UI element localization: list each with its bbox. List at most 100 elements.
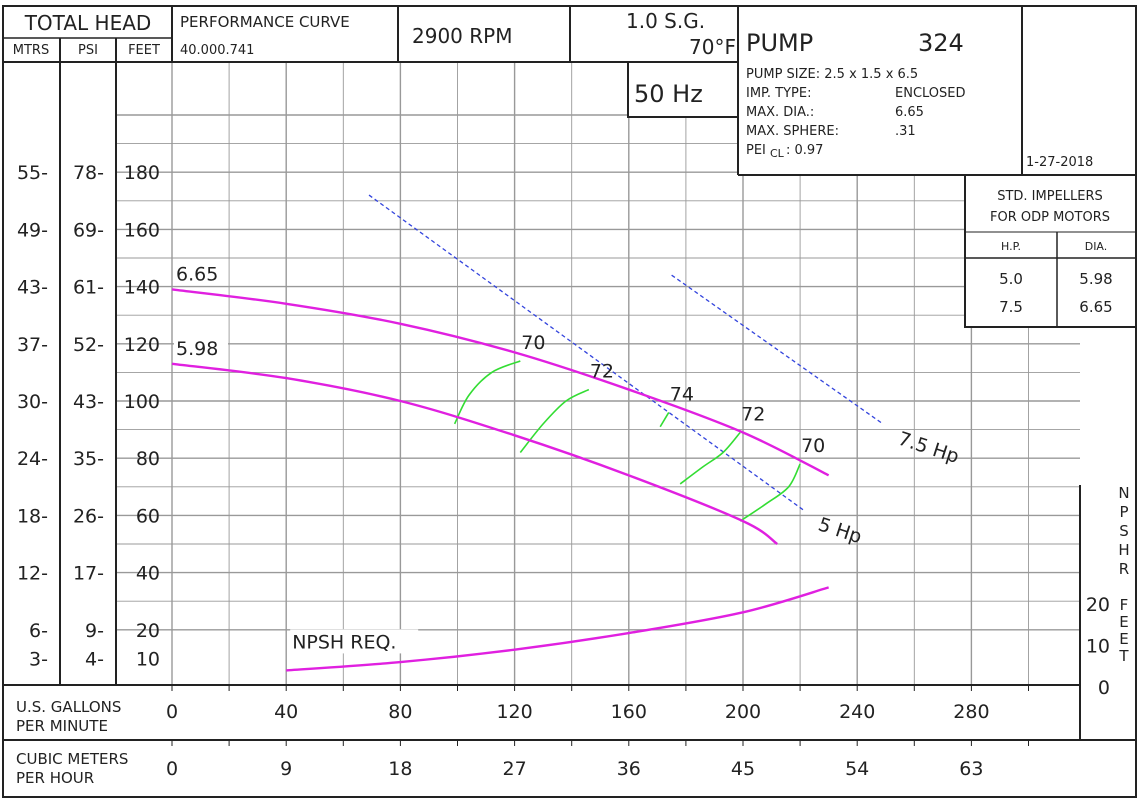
npshr-curve xyxy=(286,586,829,672)
pump-number: 324 xyxy=(918,29,964,57)
dia-column-header: DIA. xyxy=(1085,240,1108,253)
psi-tick-label: 78- xyxy=(73,162,104,184)
rpm-label: 2900 RPM xyxy=(412,24,512,48)
m3h-tick-label: 54 xyxy=(845,758,869,780)
mtrs-tick-label: 24- xyxy=(17,448,48,470)
fluid-temperature: 70°F xyxy=(689,35,736,59)
frequency-label: 50 Hz xyxy=(634,80,703,108)
m3h-tick-label: 9 xyxy=(280,758,292,780)
gpm-tick-label: 80 xyxy=(388,701,412,723)
mtrs-tick-label: 18- xyxy=(17,505,48,527)
npshr-curve-group xyxy=(286,586,829,672)
mtrs-tick-label: 6- xyxy=(29,620,48,642)
npshr-label: NPSH REQ. xyxy=(292,631,396,653)
npshr-axis-letter: R xyxy=(1119,560,1129,578)
feet-tick-label: 180 xyxy=(124,162,160,184)
impeller-table-title: STD. IMPELLERS xyxy=(997,189,1103,204)
m3h-tick-label: 18 xyxy=(388,758,412,780)
pei-subscript: CL xyxy=(770,147,785,160)
gpm-axis-label-line2: PER MINUTE xyxy=(16,717,108,735)
npshr-axis-letter: E xyxy=(1119,613,1128,631)
efficiency-label: 74 xyxy=(670,383,694,405)
mtrs-tick-label: 43- xyxy=(17,277,48,299)
gpm-axis-label: U.S. GALLONS xyxy=(16,698,121,716)
impeller-row-hp: 5.0 xyxy=(999,270,1023,288)
head-curve-label: 6.65 xyxy=(176,263,218,285)
psi-tick-label: 52- xyxy=(73,334,104,356)
efficiency-line xyxy=(679,431,741,485)
impeller-row-dia: 6.65 xyxy=(1079,298,1112,316)
feet-tick-label: 140 xyxy=(124,277,160,299)
flow-axis-ticks: 0 40 80 120 160 200 240 280 0 9 18 27 36 45 54 63 xyxy=(166,701,990,780)
head-curve xyxy=(171,362,778,545)
m3h-tick-label: 45 xyxy=(731,758,755,780)
m3h-tick-label: 63 xyxy=(959,758,983,780)
curve-number: 40.000.741 xyxy=(180,43,254,58)
feet-tick-label: 40 xyxy=(136,563,160,585)
npshr-tick-label: 0 xyxy=(1098,677,1110,699)
feet-tick-label: 160 xyxy=(124,219,160,241)
m3h-tick-label: 36 xyxy=(617,758,641,780)
head-curves xyxy=(171,288,830,545)
imp-type-label: IMP. TYPE: xyxy=(746,86,811,101)
feet-column-label: FEET xyxy=(128,43,160,58)
specific-gravity: 1.0 S.G. xyxy=(626,9,705,33)
efficiency-label: 72 xyxy=(590,361,614,383)
m3h-tick-label: 27 xyxy=(503,758,527,780)
npshr-axis-letter: N xyxy=(1118,484,1129,502)
max-dia-value: 6.65 xyxy=(895,105,924,120)
impeller-row-dia: 5.98 xyxy=(1079,270,1112,288)
impeller-row-hp: 7.5 xyxy=(999,298,1023,316)
psi-tick-label: 61- xyxy=(73,277,104,299)
feet-tick-label: 10 xyxy=(136,648,160,670)
head-curve-label: 5.98 xyxy=(176,338,218,360)
npshr-axis-letter: E xyxy=(1119,630,1128,648)
npshr-label-bg xyxy=(290,629,419,654)
npshr-tick-label: 20 xyxy=(1086,594,1110,616)
mtrs-tick-label: 3- xyxy=(29,648,48,670)
gpm-tick-label: 0 xyxy=(166,701,178,723)
psi-tick-label: 9- xyxy=(85,620,104,642)
m3h-axis-label-line2: PER HOUR xyxy=(16,769,94,787)
mtrs-tick-label: 37- xyxy=(17,334,48,356)
efficiency-line xyxy=(659,412,670,428)
gpm-tick-label: 280 xyxy=(953,701,989,723)
gpm-tick-label: 200 xyxy=(725,701,761,723)
npshr-tick-label: 10 xyxy=(1086,636,1110,658)
mtrs-tick-label: 12- xyxy=(17,563,48,585)
chart-grid xyxy=(116,62,1080,746)
feet-tick-label: 80 xyxy=(136,448,160,470)
gpm-tick-label: 40 xyxy=(274,701,298,723)
psi-tick-label: 35- xyxy=(73,448,104,470)
pei-label: PEI xyxy=(746,143,766,158)
psi-column-label: PSI xyxy=(78,43,98,58)
efficiency-label: 70 xyxy=(801,435,825,457)
pump-label: PUMP xyxy=(746,29,813,57)
head-curve-label-bg xyxy=(174,336,228,359)
npshr-axis-letter: S xyxy=(1119,522,1129,540)
npshr-axis-letter: F xyxy=(1120,596,1129,614)
gpm-tick-label: 120 xyxy=(496,701,532,723)
psi-tick-label: 4- xyxy=(85,648,104,670)
psi-tick-label: 26- xyxy=(73,505,104,527)
curve-date: 1-27-2018 xyxy=(1026,155,1093,170)
hp-column-header: H.P. xyxy=(1001,240,1021,253)
power-lines xyxy=(368,194,884,511)
power-line xyxy=(368,194,804,511)
m3h-tick-label: 0 xyxy=(166,758,178,780)
m3h-axis-label: CUBIC METERS xyxy=(16,750,128,768)
efficiency-line xyxy=(739,463,801,522)
feet-tick-label: 120 xyxy=(124,334,160,356)
psi-tick-label: 43- xyxy=(73,391,104,413)
gpm-tick-label: 240 xyxy=(839,701,875,723)
max-sphere-label: MAX. SPHERE: xyxy=(746,124,839,139)
imp-type-value: ENCLOSED xyxy=(895,86,966,101)
efficiency-line xyxy=(519,388,590,453)
efficiency-lines xyxy=(453,360,801,522)
total-head-label: TOTAL HEAD xyxy=(24,11,152,35)
gpm-tick-label: 160 xyxy=(611,701,647,723)
efficiency-line xyxy=(453,360,521,425)
psi-tick-label: 69- xyxy=(73,219,104,241)
